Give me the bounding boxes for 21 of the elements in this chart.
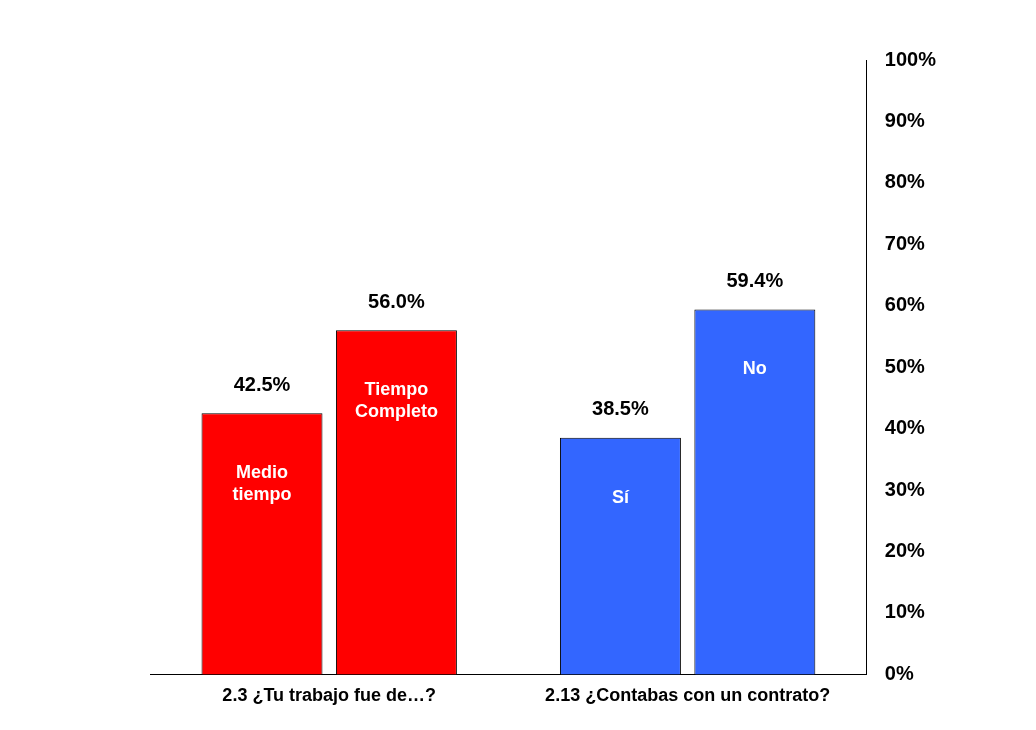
series-label: Medio tiempo [232, 462, 292, 505]
y-tick-label: 70% [884, 231, 926, 254]
data-label: 59.4% [726, 268, 784, 291]
series-label: Sí [611, 486, 630, 507]
data-label: 56.0% [368, 289, 425, 312]
y-tick-label: 60% [884, 293, 926, 316]
series-label: No [742, 358, 767, 379]
y-tick-label: 50% [884, 354, 926, 377]
data-label: 42.5% [233, 372, 291, 395]
y-tick-label: 90% [884, 108, 926, 131]
x-tick-label: 2.3 ¿Tu trabajo fue de…? [222, 685, 437, 706]
y-tick-label: 80% [884, 170, 926, 193]
y-tick-label: 20% [884, 539, 926, 562]
x-tick-label: 2.13 ¿Contabas con un contrato? [545, 685, 831, 706]
y-tick-label: 40% [884, 416, 926, 439]
data-label: 38.5% [592, 397, 649, 420]
y-tick-label: 0% [884, 661, 914, 684]
y-tick-label: 30% [884, 477, 926, 500]
y-tick-label: 10% [884, 600, 926, 623]
series-label: Tiempo Completo [354, 379, 438, 422]
y-tick-label: 100% [884, 47, 937, 70]
